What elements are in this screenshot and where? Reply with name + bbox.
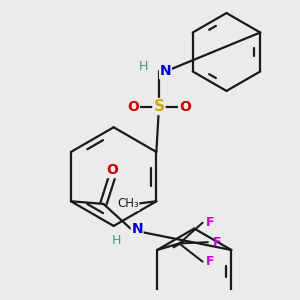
Text: H: H [139, 60, 148, 73]
Text: F: F [206, 255, 214, 268]
Text: N: N [160, 64, 171, 79]
Text: F: F [206, 216, 214, 229]
Text: N: N [131, 221, 143, 236]
Text: H: H [112, 234, 121, 247]
Text: O: O [127, 100, 139, 113]
Text: S: S [154, 99, 164, 114]
Text: CH₃: CH₃ [117, 197, 139, 210]
Text: O: O [106, 163, 119, 177]
Text: F: F [213, 236, 221, 249]
Text: O: O [179, 100, 191, 113]
